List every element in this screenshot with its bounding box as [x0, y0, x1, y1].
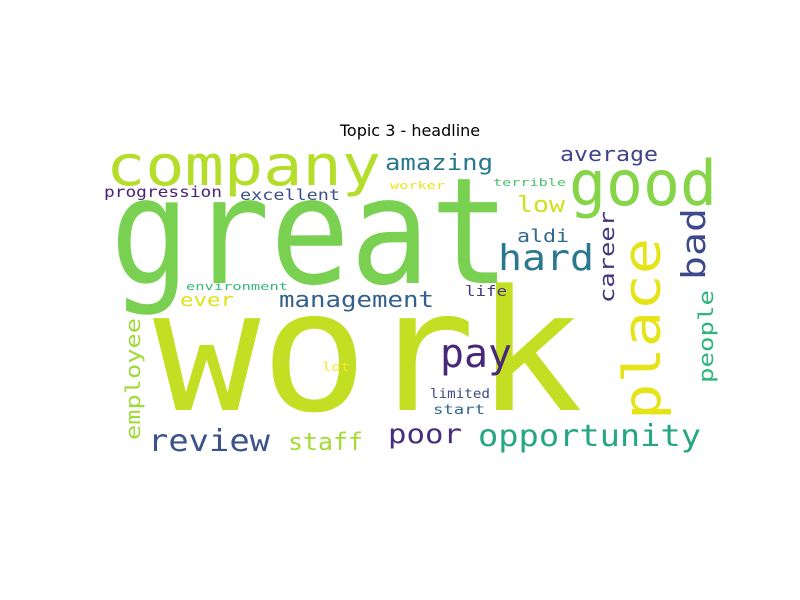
word-company: company: [106, 134, 381, 199]
word-review: review: [148, 424, 271, 459]
word-ever: ever: [180, 290, 234, 311]
word-aldi: aldi: [517, 226, 569, 247]
word-average: average: [560, 142, 658, 166]
word-environment: environment: [186, 280, 288, 293]
word-people: people: [694, 290, 718, 383]
word-place: place: [613, 238, 673, 420]
word-excellent: excellent: [240, 186, 340, 204]
word-management: management: [279, 288, 434, 313]
word-progression: progression: [104, 183, 222, 201]
word-start: start: [433, 403, 485, 418]
word-employee: employee: [121, 318, 145, 440]
word-life: life: [465, 284, 507, 300]
word-worker: worker: [390, 179, 446, 192]
word-work: work: [153, 254, 583, 450]
word-staff: staff: [288, 428, 363, 456]
word-career: career: [595, 211, 619, 303]
word-bad: bad: [674, 208, 713, 280]
word-lot: lot: [322, 360, 350, 374]
word-great: great: [110, 146, 510, 318]
word-pay: pay: [440, 331, 512, 377]
word-poor: poor: [388, 419, 462, 450]
word-limited: limited: [430, 387, 490, 402]
word-terrible: terrible: [493, 176, 566, 189]
word-low: low: [517, 193, 566, 218]
word-opportunity: opportunity: [478, 419, 701, 454]
word-good: good: [569, 147, 717, 220]
word-hard: hard: [498, 238, 594, 279]
figure-title: Topic 3 - headline: [339, 121, 481, 140]
word-amazing: amazing: [385, 151, 493, 176]
